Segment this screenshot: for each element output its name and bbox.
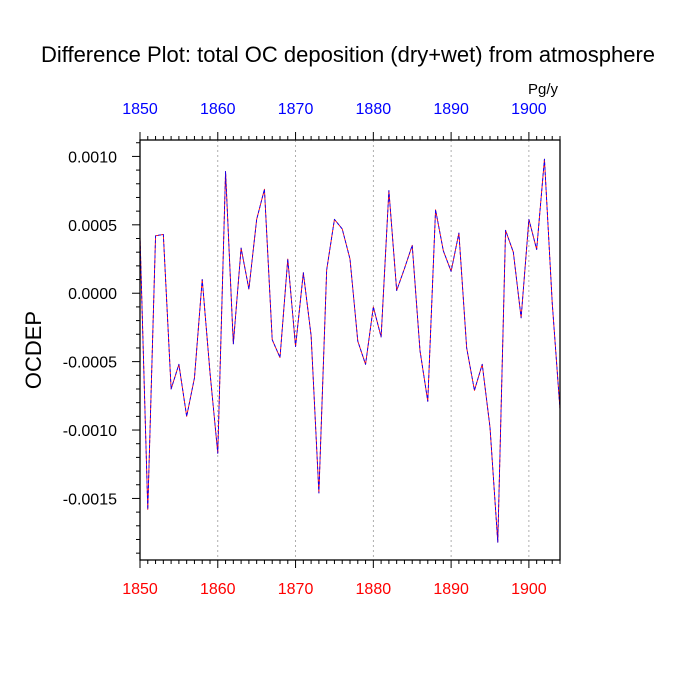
x-tick-label-bottom: 1860 (200, 581, 236, 598)
y-tick-label: 0.0010 (68, 149, 117, 166)
series-b-line (139, 158, 561, 543)
x-tick-label-top: 1870 (278, 101, 314, 118)
y-axis-label: OCDEP (21, 311, 46, 389)
axis-ticks (132, 132, 561, 568)
x-tick-label-top: 1900 (511, 101, 547, 118)
chart-title: Difference Plot: total OC deposition (dr… (41, 42, 655, 67)
x-tick-label-top: 1890 (433, 101, 469, 118)
x-tick-label-bottom: 1870 (278, 581, 314, 598)
y-tick-label: -0.0005 (63, 355, 117, 372)
y-tick-label: -0.0010 (63, 423, 117, 440)
x-tick-label-top: 1850 (122, 101, 158, 118)
y-tick-label: 0.0005 (68, 218, 117, 235)
y-tick-label: 0.0000 (68, 286, 117, 303)
units-label: Pg/y (528, 81, 559, 98)
data-series (139, 158, 561, 543)
tick-labels: 1850 1850 1860 1860 1870 1870 1880 1880 1890 1890… (63, 101, 547, 598)
series-a-line (139, 158, 561, 543)
x-tick-label-bottom: 1880 (356, 581, 392, 598)
plot-frame (139, 139, 561, 561)
x-tick-label-bottom: 1850 (122, 581, 158, 598)
y-tick-label: -0.0015 (63, 491, 117, 508)
grid-lines (217, 140, 530, 560)
x-tick-label-top: 1880 (356, 101, 392, 118)
x-tick-label-bottom: 1890 (433, 581, 469, 598)
x-tick-label-bottom: 1900 (511, 581, 547, 598)
x-tick-label-top: 1860 (200, 101, 236, 118)
